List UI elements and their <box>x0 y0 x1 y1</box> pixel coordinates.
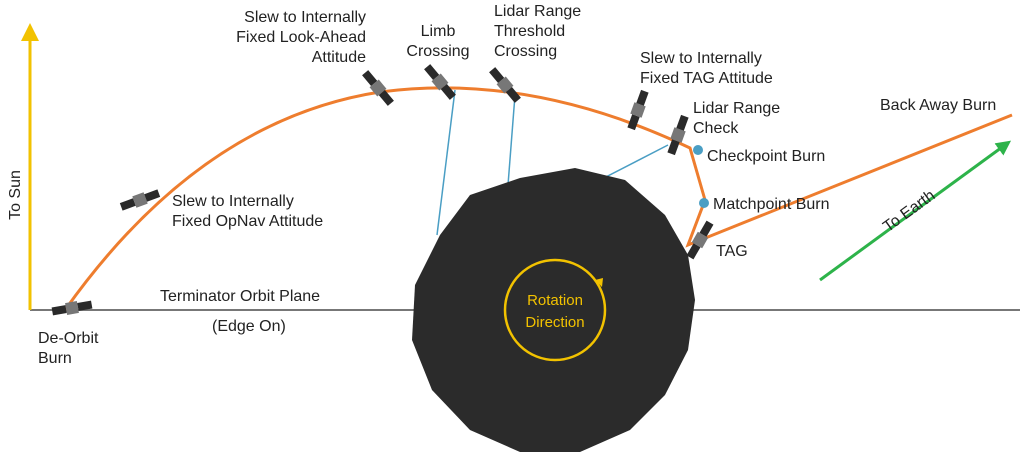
matchpoint-dot <box>699 198 709 208</box>
spacecraft <box>51 64 714 316</box>
tag-attitude-label: Slew to Internally Fixed TAG Attitude <box>640 50 773 87</box>
rotation-arrow <box>595 278 603 287</box>
tag-label: TAG <box>716 243 748 260</box>
to-sun-label: To Sun <box>7 170 24 220</box>
rotation-circle <box>503 258 607 362</box>
opnav-label: Slew to Internally Fixed OpNav Attitude <box>172 193 323 230</box>
look-ahead-label: Slew to Internally Fixed Look-Ahead Attitu… <box>236 9 366 66</box>
lidar-threshold-label: Lidar Range Threshold Crossing <box>494 3 581 60</box>
limb-label: Limb Crossing <box>406 23 469 60</box>
earth-arrow <box>819 140 1012 282</box>
to-earth-label: To Earth <box>880 187 938 236</box>
terminator-label: Terminator Orbit Plane (Edge On) <box>160 288 320 335</box>
asteroid <box>412 168 695 452</box>
matchpoint-label: Matchpoint Burn <box>713 196 830 213</box>
checkpoint-label: Checkpoint Burn <box>707 148 825 165</box>
back-away-label: Back Away Burn <box>880 97 996 114</box>
lidar-check-label: Lidar Range Check <box>693 100 780 137</box>
rotation-label: Rotation Direction <box>525 292 584 331</box>
de-orbit-label: De-Orbit Burn <box>38 330 99 367</box>
sight-lines <box>436 89 669 236</box>
checkpoint-dot <box>693 145 703 155</box>
